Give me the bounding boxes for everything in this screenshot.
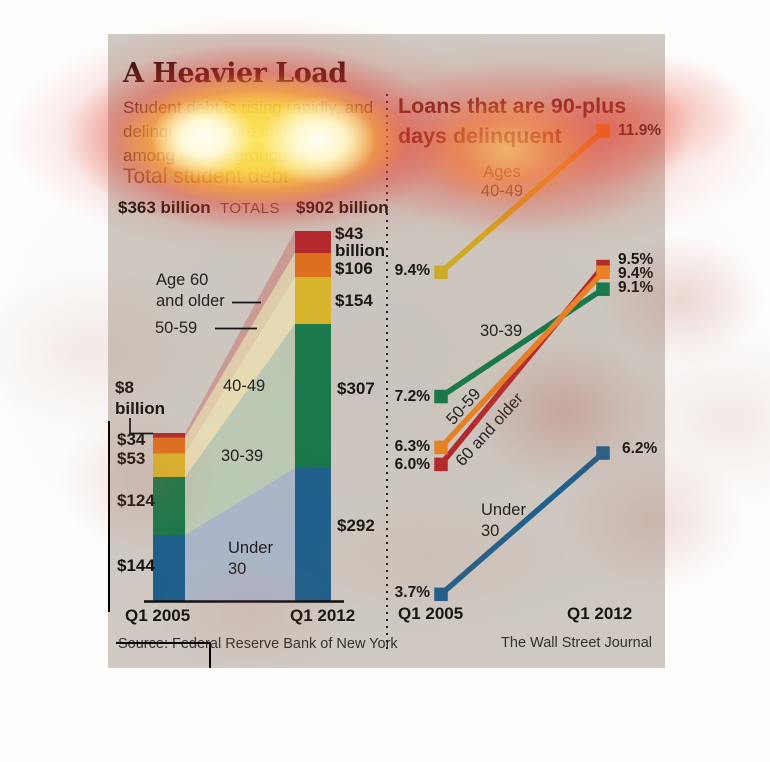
slope-line-30-39	[439, 286, 605, 399]
pct-4049-2005: 9.4%	[394, 262, 430, 279]
value-label-under30-2005: $144	[117, 556, 155, 575]
bar-2012-30-39	[295, 324, 331, 468]
marker-2012-50-59	[596, 265, 610, 279]
totals-label: TOTALS	[220, 200, 280, 217]
bar-2012-40-49	[295, 277, 331, 324]
total-2012: $902 billion	[296, 198, 389, 217]
left-axis-label-2005: Q1 2005	[125, 606, 191, 625]
slope-line-50-59	[438, 270, 606, 450]
stray-mark-source-tick	[209, 642, 211, 668]
marker-2005-30-39	[434, 389, 448, 404]
chart-panel: A Heavier Load Student debt is rising ra…	[108, 34, 665, 668]
value-label-5059-2012: $106	[335, 259, 373, 278]
stray-mark-left-line	[107, 421, 110, 612]
slope-line-Ages 40-49	[439, 128, 605, 275]
bar-2012-Age 60 and older	[295, 231, 331, 253]
marker-2012-Under 30	[596, 446, 610, 460]
value-label-5059-2005: $34	[117, 430, 146, 449]
source-note: Source: Federal Reserve Bank of New York	[118, 636, 398, 652]
segment-label-4049: 40-49	[223, 377, 266, 395]
left-chart-heading: Total student debt	[123, 165, 289, 188]
marker-2005-Ages 40-49	[434, 265, 448, 279]
pct-under30-2005: 3.7%	[394, 584, 430, 601]
value-label-60plus-2005: $8 billion	[115, 378, 166, 418]
value-label-4049-2005: $53	[117, 449, 146, 468]
value-label-4049-2012: $154	[335, 291, 373, 310]
subtitle-line: delinquencies are increasing	[123, 122, 339, 141]
line-label-under30: Under 30	[481, 501, 526, 540]
pct-5059-2005: 6.3%	[394, 438, 430, 455]
bar-2005-30-39	[153, 477, 185, 535]
subtitle: Student debt is rising rapidly, and deli…	[123, 96, 373, 168]
marker-2005-50-59	[434, 440, 448, 455]
value-label-60plus-2012: $43 billion	[335, 224, 386, 260]
value-label-under30-2012: $292	[337, 516, 375, 535]
value-label-3039-2005: $124	[117, 491, 155, 510]
subtitle-line: Student debt is rising rapidly, and	[123, 98, 374, 117]
bar-2005-Age 60 and older	[153, 433, 185, 438]
credit: The Wall Street Journal	[501, 635, 652, 651]
right-chart-title-line: days delinquent	[398, 124, 562, 148]
marker-2005-Under 30	[434, 587, 448, 602]
bar-2005-50-59	[153, 437, 185, 454]
bar-2005-Under 30	[153, 535, 185, 602]
segment-label-5059: 50-59	[155, 319, 198, 337]
segment-label-60plus: Age 60 and older	[156, 271, 225, 310]
line-label-ages-4049: Ages 40-49	[480, 163, 524, 200]
pct-60plus-2005: 6.0%	[394, 456, 430, 473]
right-chart-title-line: Loans that are 90-plus	[398, 94, 627, 118]
marker-2005-60 and older	[434, 457, 448, 472]
line-label-3039: 30-39	[480, 322, 523, 340]
pct-3039-2005: 7.2%	[394, 388, 430, 405]
segment-label-3039: 30-39	[221, 447, 264, 465]
page-title: A Heavier Load	[123, 58, 347, 89]
stray-mark-source-underline	[116, 642, 211, 644]
marker-2012-30-39	[596, 282, 610, 296]
bar-2012-Under 30	[295, 468, 331, 602]
right-axis-label-2012: Q1 2012	[567, 604, 633, 623]
right-chart-title: Loans that are 90-plus days delinquent	[398, 91, 626, 151]
total-2005: $363 billion	[118, 198, 211, 217]
right-axis-label-2005: Q1 2005	[398, 604, 464, 623]
pct-3039-2012: 9.1%	[618, 279, 654, 296]
pct-under30-2012: 6.2%	[622, 440, 658, 457]
pct-4049-2012: 11.9%	[618, 122, 662, 139]
segment-label-under30: Under 30	[228, 539, 273, 578]
bar-2005-40-49	[153, 453, 185, 477]
bar-2012-50-59	[295, 253, 331, 277]
value-label-3039-2012: $307	[337, 379, 375, 398]
panel-divider-dotted	[386, 94, 388, 650]
left-axis-label-2012: Q1 2012	[290, 606, 356, 625]
